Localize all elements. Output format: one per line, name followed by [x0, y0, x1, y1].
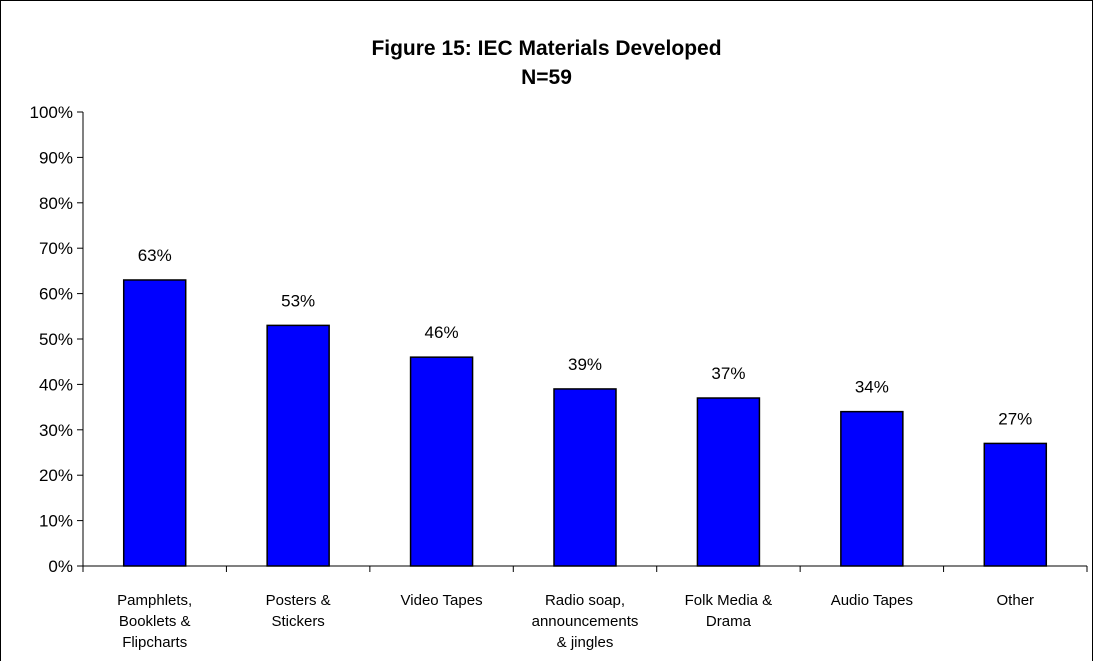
chart-subtitle: N=59	[521, 66, 572, 89]
y-tick-label: 40%	[39, 375, 73, 394]
y-tick-label: 100%	[30, 103, 73, 122]
bar	[553, 388, 617, 567]
bar	[266, 324, 330, 567]
y-tick-label: 60%	[39, 285, 73, 304]
y-tick-label: 0%	[48, 557, 73, 576]
y-tick-label: 90%	[39, 148, 73, 167]
data-label: 46%	[425, 323, 459, 342]
y-tick-label: 50%	[39, 330, 73, 349]
x-category-label: Video Tapes	[400, 592, 483, 609]
data-label: 39%	[568, 355, 602, 374]
y-tick-label: 20%	[39, 466, 73, 485]
x-category-label: Posters & Stickers	[265, 592, 331, 630]
y-tick-label: 80%	[39, 194, 73, 213]
x-category-label: Pamphlets, Booklets & Flipcharts	[117, 592, 193, 651]
data-label: 34%	[855, 378, 889, 397]
bar	[696, 397, 761, 567]
data-label: 63%	[138, 246, 172, 265]
x-category-label: Audio Tapes	[830, 592, 913, 609]
x-category-label: Radio soap, announcements & jingles	[531, 592, 639, 651]
x-category-label: Other	[996, 592, 1035, 609]
data-label: 27%	[998, 409, 1032, 428]
y-tick-label: 10%	[39, 512, 73, 531]
x-category-label: Folk Media & Drama	[684, 592, 773, 630]
data-label: 53%	[281, 291, 315, 310]
y-tick-label: 70%	[39, 239, 73, 258]
data-label: 37%	[711, 364, 745, 383]
bar	[840, 410, 904, 567]
y-tick-label: 30%	[39, 421, 73, 440]
chart-title: Figure 15: IEC Materials Developed	[371, 37, 722, 60]
bar	[409, 356, 474, 567]
bar	[983, 442, 1048, 567]
bar	[122, 279, 187, 567]
